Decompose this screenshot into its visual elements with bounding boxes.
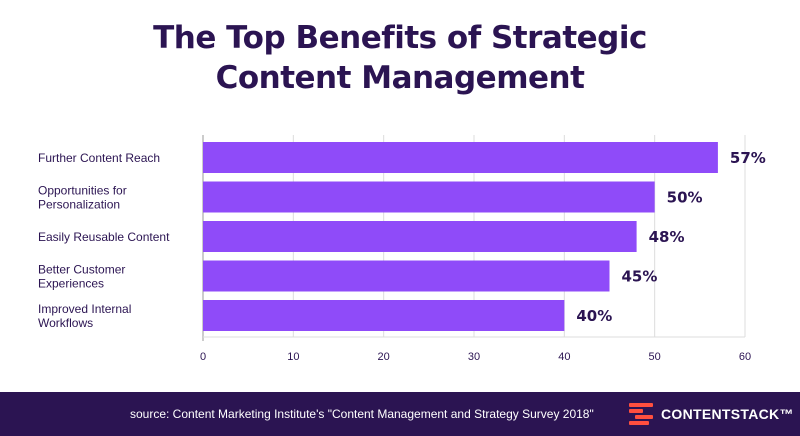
bar-value-label: 48% [649,228,685,246]
x-tick-label: 10 [287,351,299,363]
x-tick-label: 60 [739,351,751,363]
category-label: Better Customer [38,263,125,277]
category-label: Further Content Reach [38,151,160,165]
bar [203,181,655,213]
bar [203,142,718,173]
category-label: Improved Internal [38,302,131,316]
bar-value-label: 57% [730,149,766,167]
chart-title-line-1: The Top Benefits of Strategic [153,20,647,56]
x-tick-label: 50 [649,351,661,363]
bar [203,300,565,331]
source-text: source: Content Marketing Institute's "C… [130,407,594,421]
category-label: Workflows [38,316,93,330]
category-label: Personalization [38,198,120,212]
footer: source: Content Marketing Institute's "C… [0,392,800,436]
chart-title-line-2: Content Management [215,60,585,96]
x-tick-label: 20 [378,351,390,363]
brand: CONTENTSTACK™ [627,392,794,436]
bar-value-label: 50% [667,189,703,207]
bar [203,260,610,292]
chart-title: The Top Benefits of Strategic Content Ma… [0,18,800,98]
brand-name: CONTENTSTACK™ [661,406,794,422]
bar-chart: 0 10 20 30 40 50 60 57% Further Content Reach 50%… [38,135,766,363]
contentstack-logo-icon [629,403,653,425]
category-label: Easily Reusable Content [38,230,170,244]
bar [203,221,637,252]
category-label: Experiences [38,277,104,291]
bar-value-label: 40% [576,307,612,325]
x-tick-label: 40 [558,351,570,363]
category-label: Opportunities for [38,184,127,198]
x-tick-label: 30 [468,351,480,363]
x-tick-label: 0 [200,351,206,363]
bar-value-label: 45% [622,268,658,286]
